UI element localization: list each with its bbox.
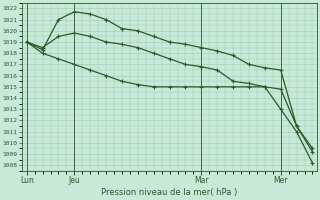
X-axis label: Pression niveau de la mer( hPa ): Pression niveau de la mer( hPa ) bbox=[101, 188, 238, 197]
